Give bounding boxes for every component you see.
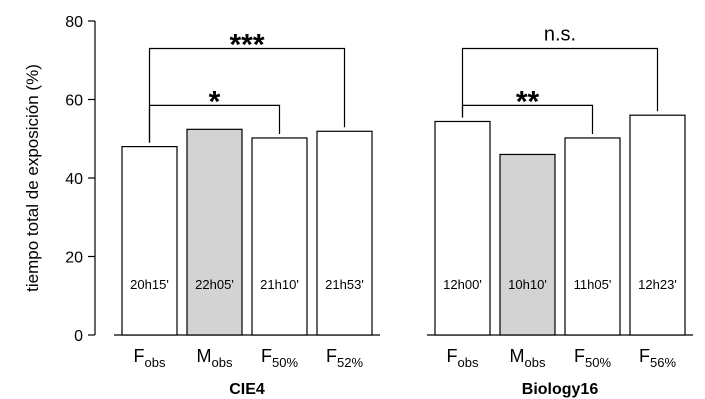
y-tick-label: 20 xyxy=(65,250,83,267)
y-axis: 0 20 40 60 80 tiempo total de exposición (%) xyxy=(23,14,96,345)
bar-data-label: 11h05' xyxy=(574,277,612,292)
bar xyxy=(251,137,308,336)
bars: 20h15' 22h05' 21h10' 21h53' 12h00' 10h10' 11h0… xyxy=(121,114,686,336)
category-letter: M xyxy=(197,346,212,366)
bar xyxy=(121,146,178,336)
y-tick-label: 80 xyxy=(65,14,83,31)
category-letter: F xyxy=(134,346,145,366)
category-label: Fobs xyxy=(134,346,166,370)
bar-data-label: 20h15' xyxy=(130,277,169,292)
category-letter: F xyxy=(261,346,272,366)
bar xyxy=(434,120,491,336)
bar xyxy=(316,130,373,336)
category-label: F50% xyxy=(261,346,298,370)
category-subscript: obs xyxy=(458,355,479,370)
category-letter: F xyxy=(447,346,458,366)
category-letter: F xyxy=(326,346,337,366)
bar-data-label: 21h53' xyxy=(325,277,364,292)
bar xyxy=(629,114,686,336)
bar-data-label: 22h05' xyxy=(195,277,234,292)
category-label: Mobs xyxy=(197,346,233,370)
bar-data-label: 21h10' xyxy=(260,277,299,292)
category-letter: F xyxy=(574,346,585,366)
category-label: F52% xyxy=(326,346,363,370)
bar xyxy=(499,153,556,336)
y-tick-label: 60 xyxy=(65,93,83,110)
category-subscript: obs xyxy=(525,355,546,370)
significance-bracket xyxy=(148,104,281,143)
category-subscript: obs xyxy=(212,355,233,370)
significance-label: *** xyxy=(229,28,264,61)
bar-data-label: 10h10' xyxy=(508,277,547,292)
significance-bracket xyxy=(461,104,594,134)
significance-label: * xyxy=(209,85,221,118)
y-tick-label: 0 xyxy=(74,328,83,345)
category-label: Mobs xyxy=(510,346,546,370)
category-label: F56% xyxy=(639,346,676,370)
y-tick-label: 40 xyxy=(65,171,83,188)
bar xyxy=(564,137,621,336)
bar xyxy=(186,128,243,336)
category-subscript: 52% xyxy=(337,355,363,370)
significance-brackets: **** n.s. ** xyxy=(148,23,659,143)
y-axis-title: tiempo total de exposición (%) xyxy=(23,64,42,292)
group-label: CIE4 xyxy=(229,381,265,398)
category-label: F50% xyxy=(574,346,611,370)
bar-data-label: 12h23' xyxy=(638,277,677,292)
category-subscript: obs xyxy=(145,355,166,370)
category-letter: M xyxy=(510,346,525,366)
significance-label: n.s. xyxy=(544,23,576,45)
category-subscript: 56% xyxy=(650,355,676,370)
significance-bracket xyxy=(461,47,659,118)
y-ticks: 0 20 40 60 80 xyxy=(65,14,95,345)
significance-label: ** xyxy=(516,85,540,118)
category-subscript: 50% xyxy=(585,355,611,370)
significance-bracket xyxy=(148,47,346,143)
bar-data-label: 12h00' xyxy=(443,277,482,292)
category-label: Fobs xyxy=(447,346,479,370)
category-letter: F xyxy=(639,346,650,366)
group-label: Biology16 xyxy=(522,381,599,398)
category-subscript: 50% xyxy=(272,355,298,370)
